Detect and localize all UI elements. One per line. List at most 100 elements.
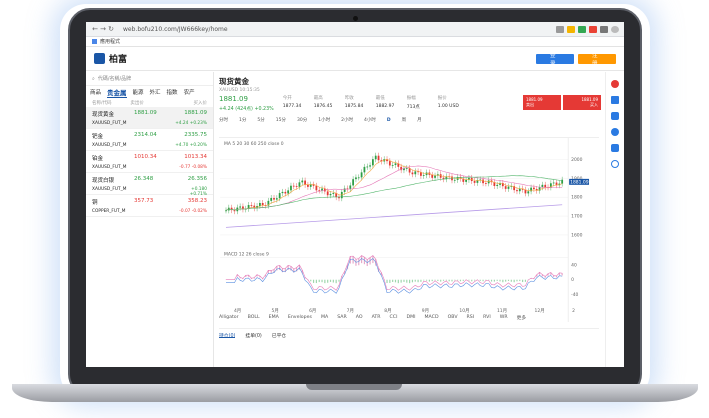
tab-energy[interactable]: 能源 xyxy=(132,90,144,96)
search-icon: ⌕ xyxy=(92,75,95,82)
macd-bar xyxy=(245,275,247,277)
macd-bar xyxy=(360,255,363,264)
sell-button[interactable]: 1881.09 卖出 xyxy=(523,95,561,110)
contact-icon[interactable] xyxy=(611,112,619,120)
indicator-item[interactable]: RSI xyxy=(466,315,475,320)
candle xyxy=(408,168,411,173)
candle xyxy=(343,188,346,192)
camera xyxy=(353,16,358,21)
indicator-item[interactable]: SAR xyxy=(337,315,347,320)
instrument-name: 现货白银 xyxy=(92,178,115,184)
candle xyxy=(400,166,403,171)
macd-bar xyxy=(287,265,289,270)
url-field[interactable]: web.bofu210.com/JW666key/home xyxy=(123,25,228,33)
indicator-item[interactable]: OBV xyxy=(447,315,458,320)
candle xyxy=(371,159,374,166)
indicator-item[interactable]: RVI xyxy=(483,315,491,320)
period-tab[interactable]: 分时 xyxy=(219,118,228,123)
period-tab[interactable]: 月 xyxy=(417,118,422,123)
period-tab[interactable]: 15分 xyxy=(275,118,286,123)
period-tab[interactable]: 周 xyxy=(401,118,407,123)
period-tab[interactable]: 30分 xyxy=(296,118,308,123)
macd-bar xyxy=(315,279,317,284)
candle xyxy=(420,172,422,176)
speaker-icon[interactable] xyxy=(611,96,619,104)
ask-price: 1013.34 xyxy=(184,154,207,160)
list-item[interactable]: 铂金 1010.34 1013.34 XAUUSD_FUT_M -0.77 -0.08% xyxy=(86,151,213,173)
period-tab[interactable]: 1分 xyxy=(239,118,247,123)
candle xyxy=(507,186,510,189)
back-icon[interactable]: ← xyxy=(92,25,98,33)
macd-bar xyxy=(267,270,269,274)
candle xyxy=(496,184,499,186)
search-input[interactable]: ⌕ 代碼/名稱/品牌 xyxy=(86,72,213,86)
indicator-item[interactable]: MACD xyxy=(424,315,439,320)
extension-icon[interactable] xyxy=(589,25,597,33)
chat-icon[interactable] xyxy=(611,144,619,152)
position-tab[interactable]: 已平仓 xyxy=(271,334,287,339)
indicator-item[interactable]: BOLL xyxy=(247,315,260,320)
list-item[interactable]: 现货黄金 1881.09 1881.09 XAUUSD_FUT_M +4.24 +0.2… xyxy=(86,107,213,129)
avatar[interactable] xyxy=(611,25,619,33)
period-tab[interactable]: D xyxy=(386,117,391,123)
instrument-code: COPPER_FUT_M xyxy=(92,209,126,214)
macd-bar xyxy=(541,274,543,277)
candle xyxy=(301,180,304,183)
period-tab[interactable]: 1小时 xyxy=(318,118,331,123)
macd-bar xyxy=(445,279,447,281)
location-icon[interactable] xyxy=(556,25,564,33)
indicator-item[interactable]: DMI xyxy=(406,315,416,320)
indicator-item[interactable]: Envelopes xyxy=(287,315,312,320)
copy-icon[interactable] xyxy=(611,128,619,136)
list-item[interactable]: 铜 357.73 358.23 COPPER_FUT_M -0.07 -0.02% xyxy=(86,195,213,217)
forward-icon[interactable]: → xyxy=(100,25,106,33)
puzzle-icon[interactable] xyxy=(600,25,608,33)
indicator-item[interactable]: ATR xyxy=(371,315,381,320)
apps-icon xyxy=(92,39,97,44)
list-item[interactable]: 钯金 2314.04 2335.75 XAUUSD_FUT_M +4.70 +0.20% xyxy=(86,129,213,151)
login-button[interactable]: 登录 xyxy=(536,53,574,67)
position-tab[interactable]: 挂单(0) xyxy=(245,334,262,339)
macd-bar xyxy=(276,266,278,271)
register-button[interactable]: 注册 xyxy=(578,53,616,67)
indicator-item[interactable]: CCI xyxy=(389,315,398,320)
candle xyxy=(388,161,391,166)
tab-index[interactable]: 指数 xyxy=(166,90,178,96)
macd-bar xyxy=(394,279,397,283)
tab-precious-metals[interactable]: 贵金属 xyxy=(107,88,127,98)
indicator-item[interactable]: Alligator xyxy=(219,315,239,320)
indicator-item[interactable]: EMA xyxy=(268,315,279,320)
candle xyxy=(555,182,558,186)
buy-button[interactable]: 1881.09 买入 xyxy=(563,95,601,110)
bookmark-apps[interactable]: 應用程式 xyxy=(100,39,121,45)
alert-icon[interactable] xyxy=(611,80,619,88)
period-tab[interactable]: 4小时 xyxy=(363,118,376,123)
x-tick-label: 8月 xyxy=(384,308,391,314)
macd-bar xyxy=(510,279,512,282)
position-tab[interactable]: 持仓(0) xyxy=(219,334,236,339)
tab-forex[interactable]: 外汇 xyxy=(149,90,161,96)
star-icon[interactable] xyxy=(567,25,575,33)
indicator-item[interactable]: 更多 xyxy=(516,316,527,321)
reload-icon[interactable]: ↻ xyxy=(108,25,114,33)
extension-icon[interactable] xyxy=(578,25,586,33)
settings-icon[interactable] xyxy=(611,160,619,168)
candle xyxy=(318,190,321,192)
candle xyxy=(360,172,363,178)
candle xyxy=(239,206,242,208)
price-chart[interactable]: MA 5 20 30 60 250 close 0 MACD 12 26 clos… xyxy=(219,137,599,322)
position-tabs: 持仓(0) 挂单(0) 已平仓 xyxy=(219,328,599,339)
tab-agri[interactable]: 农产 xyxy=(183,90,195,96)
x-tick-label: 7月 xyxy=(347,308,354,314)
indicator-item[interactable]: AO xyxy=(355,315,363,320)
indicator-item[interactable]: WR xyxy=(499,315,508,320)
candle xyxy=(445,176,448,180)
period-tab[interactable]: 2小时 xyxy=(341,118,353,123)
period-tab[interactable]: 5分 xyxy=(257,118,265,123)
macd-bar xyxy=(279,265,281,270)
indicator-item[interactable]: MA xyxy=(320,315,329,320)
tab-commodity[interactable]: 商品 xyxy=(90,90,102,96)
macd-bar xyxy=(318,279,320,283)
macd-bar xyxy=(544,276,546,278)
list-item[interactable]: 现货白银 26.348 26.356 XAUUSD_FUT_M +0.180 +0.71… xyxy=(86,173,213,197)
